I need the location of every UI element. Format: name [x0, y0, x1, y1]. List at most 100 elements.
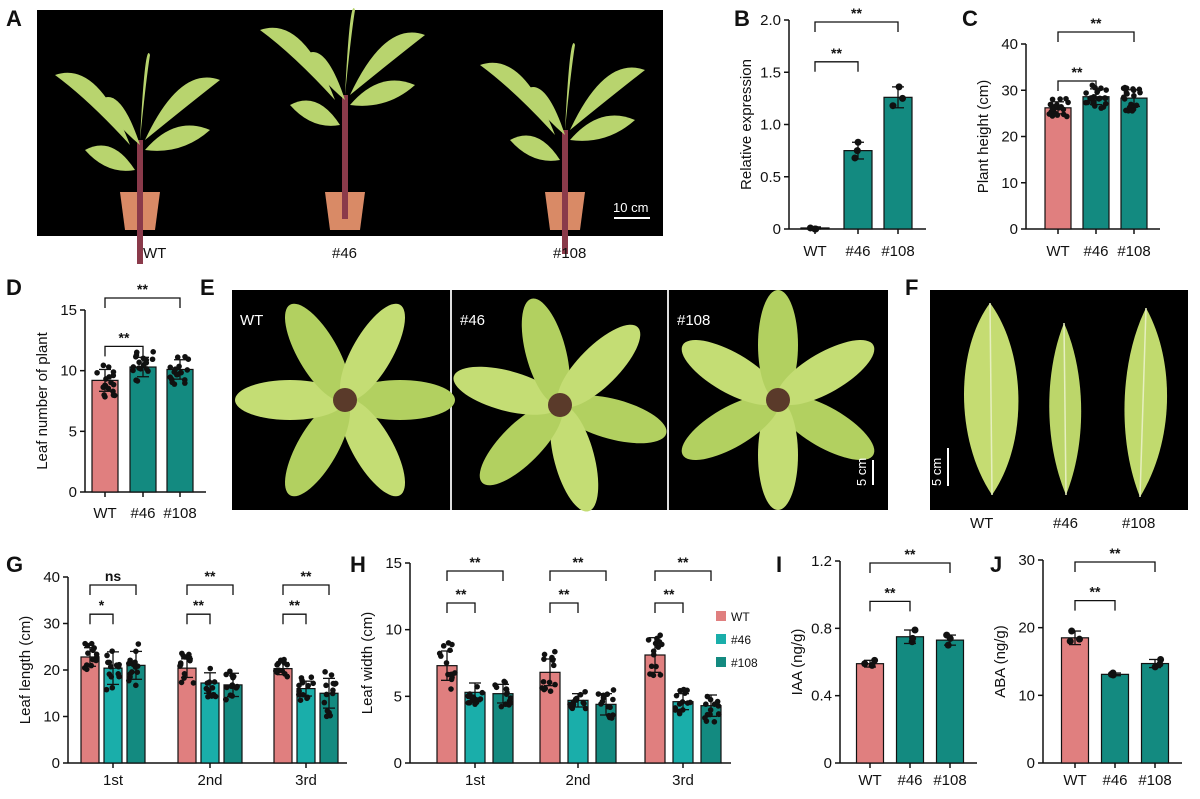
x-tick-label: WT	[803, 243, 826, 260]
data-point	[149, 356, 156, 363]
legend-label: #108	[731, 656, 758, 670]
data-point	[1064, 113, 1070, 120]
leaf	[510, 135, 560, 161]
data-point	[541, 656, 547, 662]
bar	[129, 366, 157, 493]
data-point	[110, 388, 116, 395]
x-tick-label: #46	[1102, 772, 1127, 789]
data-point	[109, 684, 116, 691]
leaf	[565, 43, 575, 130]
data-point	[209, 685, 216, 691]
legend-swatch	[716, 611, 726, 621]
legend-swatch	[716, 634, 726, 644]
data-point	[229, 682, 236, 688]
significance-bracket	[89, 584, 137, 595]
data-point	[211, 679, 218, 685]
bar	[1044, 107, 1072, 230]
data-point	[1057, 96, 1063, 102]
x-tick-label: #46	[1083, 243, 1108, 260]
x-tick-label: WT	[93, 505, 116, 522]
data-point	[547, 688, 554, 695]
significance-label: **	[289, 597, 300, 613]
data-point	[1046, 111, 1053, 117]
data-point	[88, 662, 95, 669]
y-axis-label: Leaf width (cm)	[359, 612, 376, 715]
data-point	[447, 647, 453, 654]
y-tick-label: 10	[60, 363, 77, 380]
leaf	[758, 290, 798, 400]
data-point	[185, 356, 192, 362]
significance-label: **	[1091, 15, 1102, 31]
photo-e-label-108: #108	[677, 312, 710, 329]
data-point	[600, 694, 607, 701]
leaf	[550, 404, 599, 512]
data-point	[1084, 99, 1091, 106]
significance-bracket	[814, 61, 859, 72]
data-point	[438, 653, 444, 659]
data-point	[106, 659, 113, 666]
data-point	[861, 660, 869, 668]
data-point	[552, 681, 558, 688]
data-point	[645, 637, 652, 643]
x-tick-label: 3rd	[295, 772, 317, 789]
significance-bracket	[89, 613, 114, 625]
panel-letter-e: E	[200, 275, 215, 300]
data-point	[305, 682, 312, 689]
bar	[843, 150, 873, 230]
leaf	[305, 52, 345, 100]
data-point	[323, 682, 329, 689]
data-point	[93, 651, 100, 658]
data-point	[479, 689, 486, 696]
data-point	[610, 687, 617, 693]
data-point	[503, 691, 510, 697]
data-point	[297, 697, 304, 704]
y-tick-label: 30	[1001, 82, 1018, 99]
panel-letter-g: G	[6, 552, 23, 577]
y-tick-label: 0	[1027, 755, 1035, 772]
significance-label: **	[205, 568, 216, 584]
significance-label: **	[137, 281, 148, 297]
data-point	[223, 696, 229, 703]
x-tick-label: WT	[1063, 772, 1086, 789]
data-point	[550, 662, 557, 669]
data-point	[208, 693, 215, 699]
data-point	[507, 700, 514, 706]
data-point	[650, 651, 657, 658]
panel-letter-h: H	[350, 552, 366, 577]
data-point	[90, 647, 96, 654]
leaf	[285, 303, 350, 402]
plant-2	[480, 43, 645, 254]
data-point	[448, 686, 454, 692]
data-point	[171, 381, 178, 387]
data-point	[452, 670, 458, 676]
x-tick-label: #108	[163, 505, 196, 522]
photo-f-leaves: 5 cm	[929, 290, 1188, 510]
data-point	[177, 661, 184, 668]
y-tick-label: 20	[1018, 620, 1035, 637]
significance-bracket	[1057, 31, 1135, 42]
data-point	[465, 693, 472, 700]
data-point	[296, 688, 302, 694]
chart-c: 0 10 20 30 40 Plant height (cm) WT #46 #108 ** **	[975, 15, 1160, 260]
panel-letter-a: A	[6, 6, 22, 31]
bar	[935, 639, 965, 764]
leaf	[570, 67, 645, 130]
data-point	[498, 703, 505, 710]
data-point	[103, 686, 110, 693]
data-point	[607, 704, 613, 711]
significance-label: **	[470, 554, 481, 570]
significance-label: **	[678, 554, 689, 570]
significance-bracket	[814, 21, 899, 32]
chart-d: 0 5 10 15 Leaf number of plant WT #46 #108 ** **	[34, 281, 206, 522]
photo-e-top-view: WT #46 #108 5 cm	[232, 290, 888, 512]
stem	[342, 95, 348, 219]
data-point	[180, 653, 187, 659]
data-point	[542, 685, 549, 692]
panel-letter-b: B	[734, 6, 750, 31]
data-point	[145, 368, 151, 374]
y-tick-label: 10	[385, 622, 402, 639]
data-point	[853, 147, 861, 155]
y-tick-label: 0.8	[811, 620, 832, 637]
